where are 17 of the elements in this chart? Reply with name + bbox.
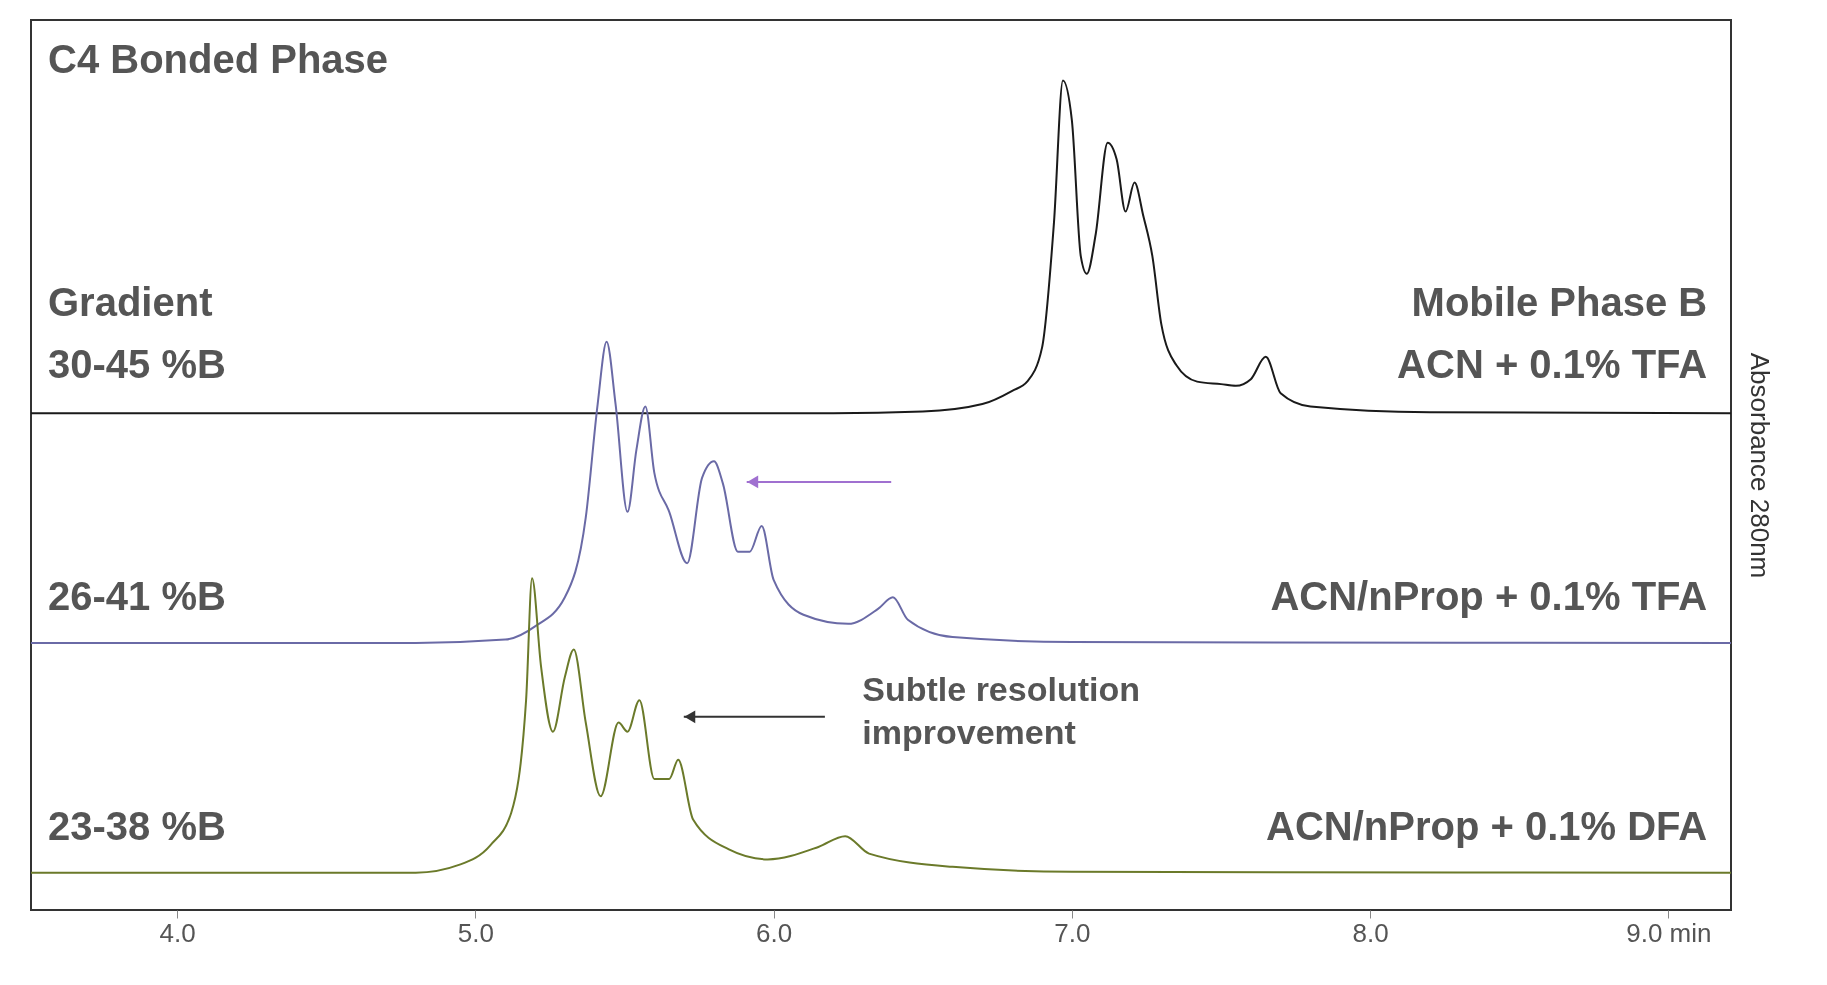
annotation: Mobile Phase B bbox=[1411, 279, 1708, 324]
x-tick-label: 6.0 bbox=[756, 917, 793, 948]
series-label: ACN/nProp + 0.1% DFA bbox=[1266, 804, 1708, 849]
annotation: 23-38 %B bbox=[48, 804, 226, 849]
x-tick-label: 5.0 bbox=[457, 917, 494, 948]
series-label: ACN/nProp + 0.1% TFA bbox=[1270, 573, 1708, 618]
chart-title: C4 Bonded Phase bbox=[48, 36, 389, 81]
x-tick-label: 4.0 bbox=[159, 917, 196, 948]
annotation: 26-41 %B bbox=[48, 573, 226, 618]
x-tick-label: 9.0 min bbox=[1626, 917, 1712, 948]
x-tick-label: 7.0 bbox=[1054, 917, 1091, 948]
y-axis-title: Absorbance 280nm bbox=[1744, 352, 1775, 579]
annotation: Gradient bbox=[48, 279, 213, 324]
x-tick-label: 8.0 bbox=[1352, 917, 1389, 948]
annotation: Subtle resolution improvement bbox=[862, 670, 1140, 751]
series-label: ACN + 0.1% TFA bbox=[1397, 342, 1708, 387]
annotation: 30-45 %B bbox=[48, 342, 226, 387]
